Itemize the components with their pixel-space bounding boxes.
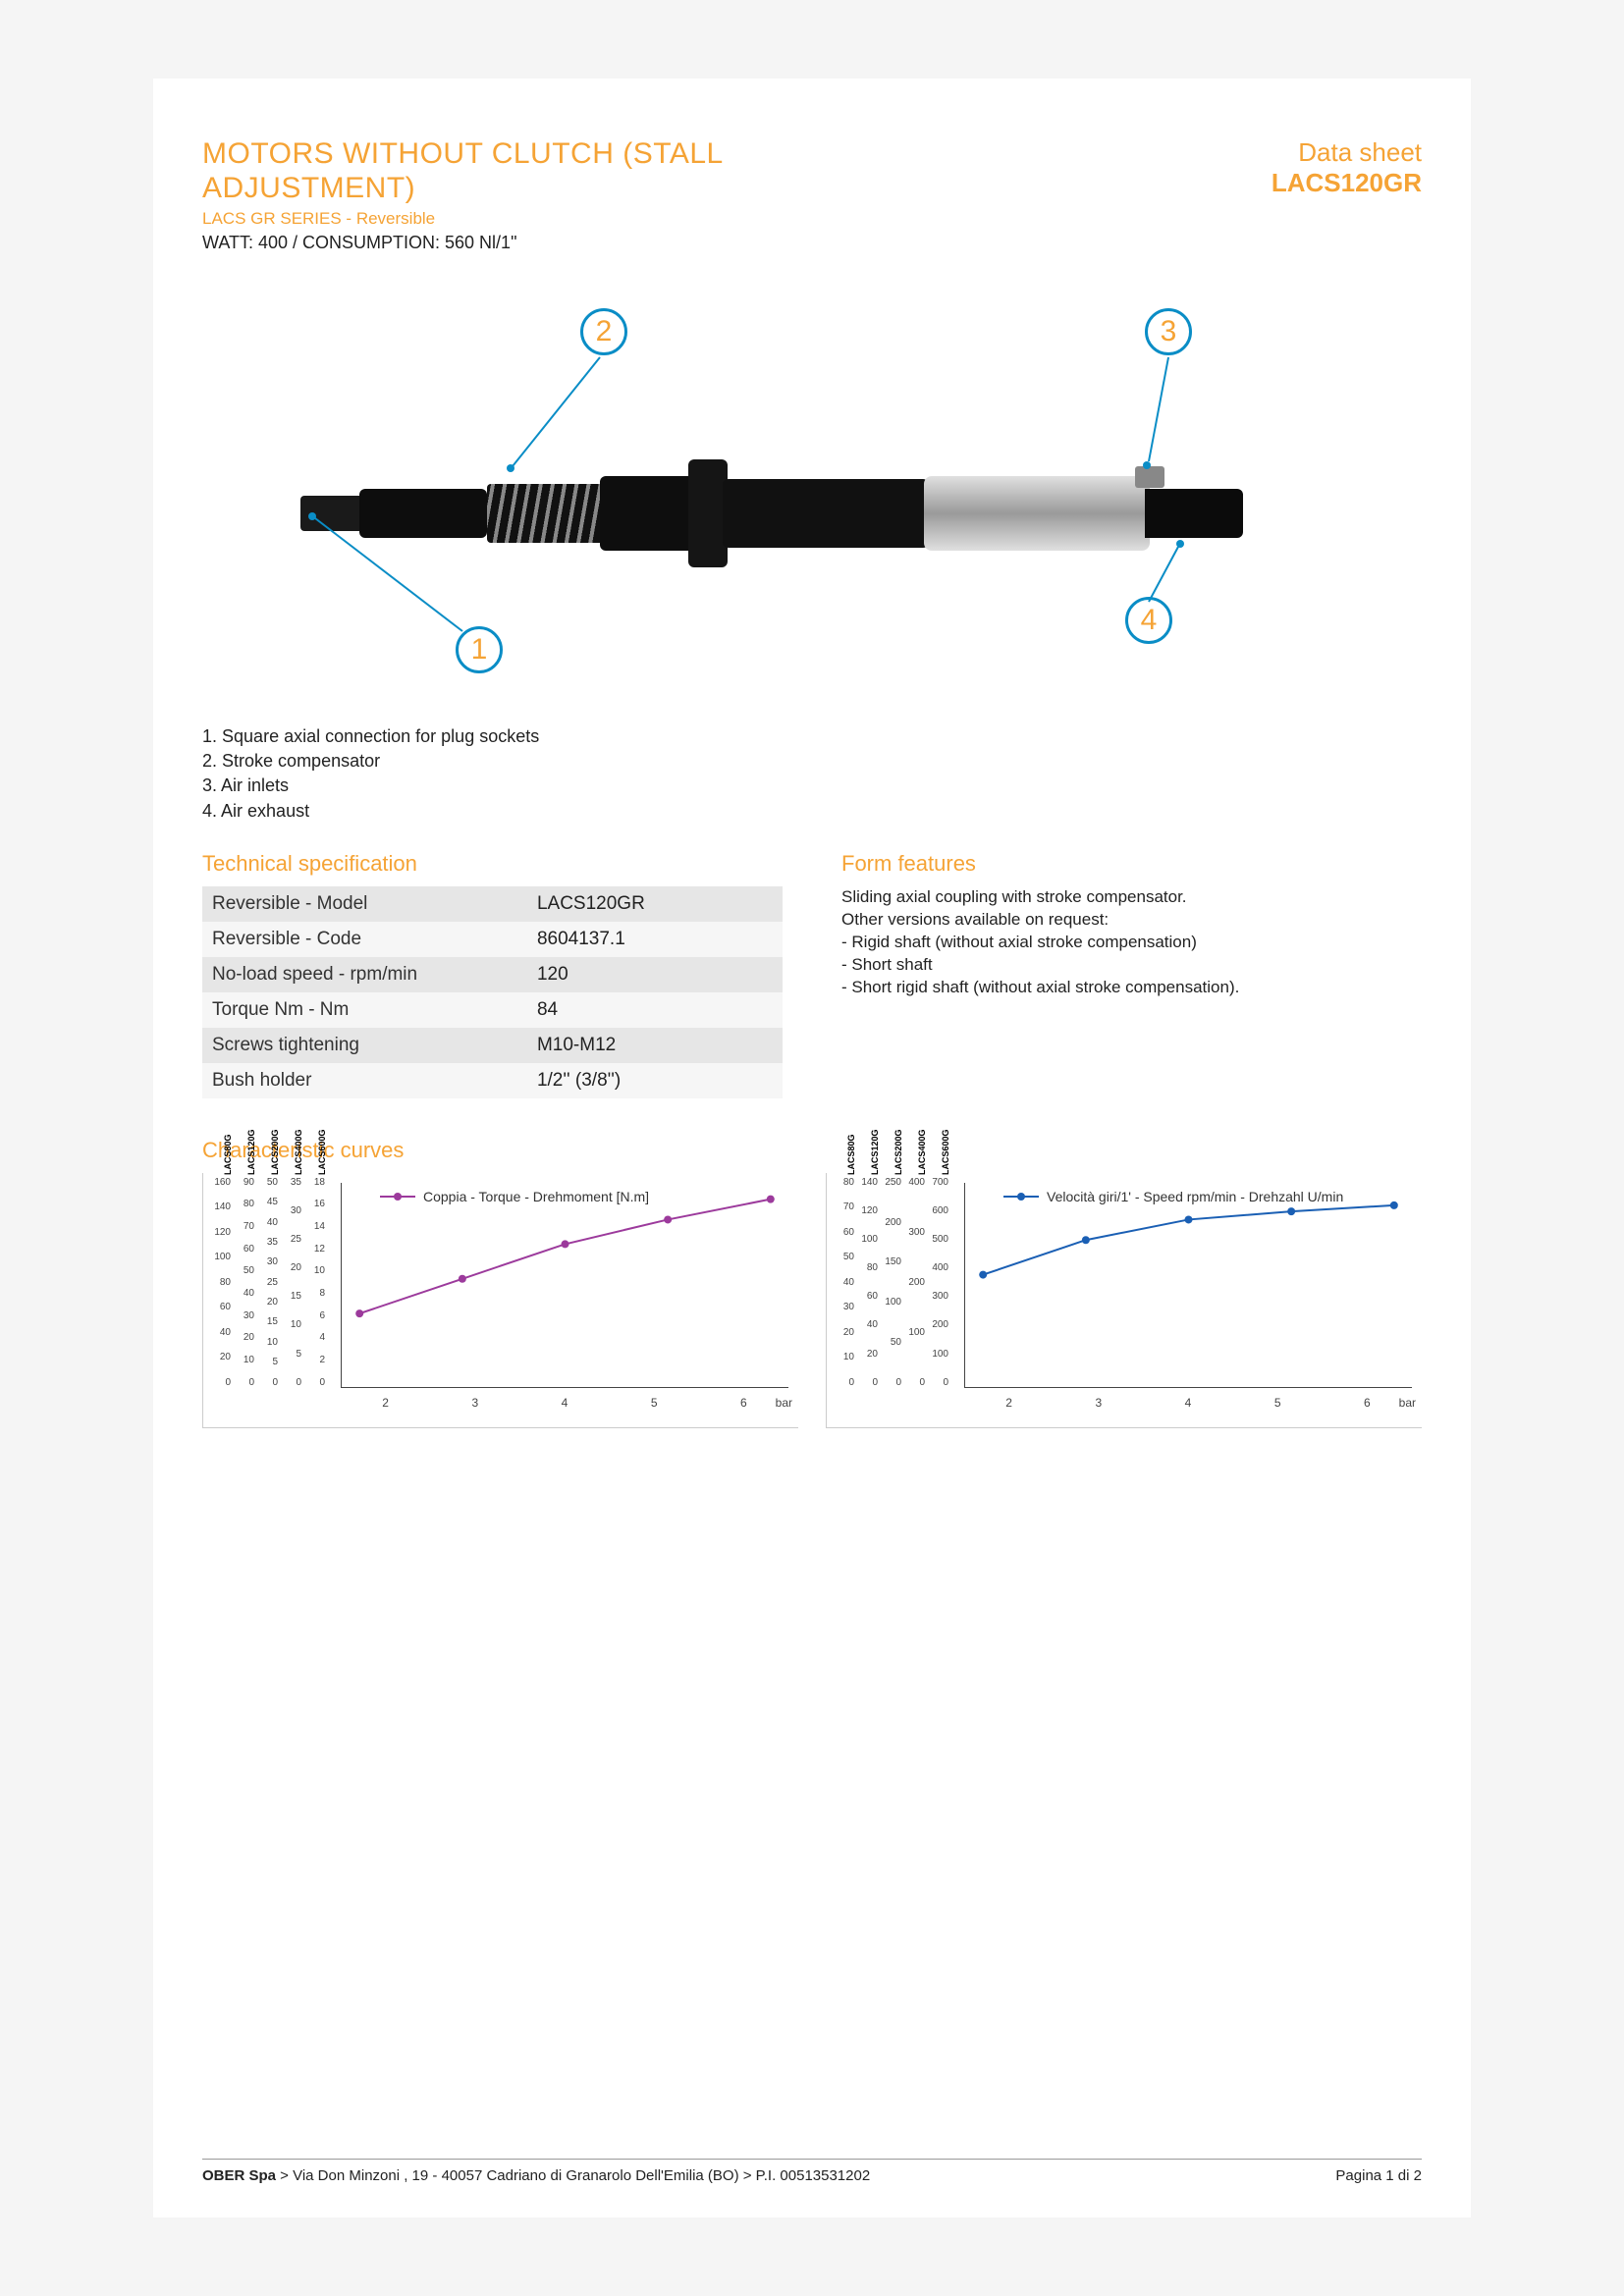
page-container: MOTORS WITHOUT CLUTCH (STALL ADJUSTMENT)… — [153, 79, 1471, 2217]
form-features-col: Form features Sliding axial coupling wit… — [841, 851, 1422, 1098]
title: MOTORS WITHOUT CLUTCH (STALL ADJUSTMENT) — [202, 137, 811, 205]
legend-item: 3. Air inlets — [202, 774, 1422, 798]
callout-3: 3 — [1145, 308, 1192, 355]
callout-legend: 1. Square axial connection for plug sock… — [202, 724, 1422, 824]
form-heading: Form features — [841, 851, 1422, 877]
callout-4-line — [1145, 543, 1184, 607]
table-row: Reversible - Code8604137.1 — [202, 922, 783, 957]
footer-page-number: Pagina 1 di 2 — [1335, 2167, 1422, 2184]
spec-line: WATT: 400 / CONSUMPTION: 560 Nl/1" — [202, 233, 811, 253]
speed-chart: LACS80GLACS120GLACS200GLACS400GLACS600G8… — [826, 1173, 1422, 1428]
table-row: Bush holder1/2'' (3/8'') — [202, 1063, 783, 1098]
callout-1-line — [310, 513, 482, 651]
header-row: MOTORS WITHOUT CLUTCH (STALL ADJUSTMENT)… — [202, 137, 1422, 253]
spec-and-form-row: Technical specification Reversible - Mod… — [202, 851, 1422, 1098]
table-row: No-load speed - rpm/min120 — [202, 957, 783, 992]
torque-chart: LACS80GLACS120GLACS200GLACS400GLACS600G1… — [202, 1173, 798, 1428]
tech-heading: Technical specification — [202, 851, 783, 877]
legend-item: 1. Square axial connection for plug sock… — [202, 724, 1422, 749]
table-row: Torque Nm - Nm84 — [202, 992, 783, 1028]
header-left: MOTORS WITHOUT CLUTCH (STALL ADJUSTMENT)… — [202, 137, 811, 253]
charts-row: LACS80GLACS120GLACS200GLACS400GLACS600G1… — [202, 1173, 1422, 1428]
callout-2: 2 — [580, 308, 627, 355]
datasheet-model: LACS120GR — [1272, 168, 1422, 198]
page-footer: OBER Spa > Via Don Minzoni , 19 - 40057 … — [202, 2159, 1422, 2184]
subtitle: LACS GR SERIES - Reversible — [202, 209, 811, 229]
callout-2-line — [507, 353, 605, 471]
tech-spec-table: Reversible - ModelLACS120GRReversible - … — [202, 886, 783, 1098]
form-text: Sliding axial coupling with stroke compe… — [841, 886, 1422, 999]
table-row: Reversible - ModelLACS120GR — [202, 886, 783, 922]
footer-address: OBER Spa > Via Don Minzoni , 19 - 40057 … — [202, 2167, 870, 2184]
datasheet-label: Data sheet — [1272, 137, 1422, 168]
table-row: Screws tighteningM10-M12 — [202, 1028, 783, 1063]
product-diagram: 2 3 1 4 — [202, 302, 1422, 695]
curves-heading: Characteristic curves — [202, 1138, 1422, 1163]
tech-spec-col: Technical specification Reversible - Mod… — [202, 851, 783, 1098]
legend-item: 4. Air exhaust — [202, 799, 1422, 824]
header-right: Data sheet LACS120GR — [1272, 137, 1422, 198]
callout-3-line — [1145, 353, 1204, 466]
legend-item: 2. Stroke compensator — [202, 749, 1422, 774]
